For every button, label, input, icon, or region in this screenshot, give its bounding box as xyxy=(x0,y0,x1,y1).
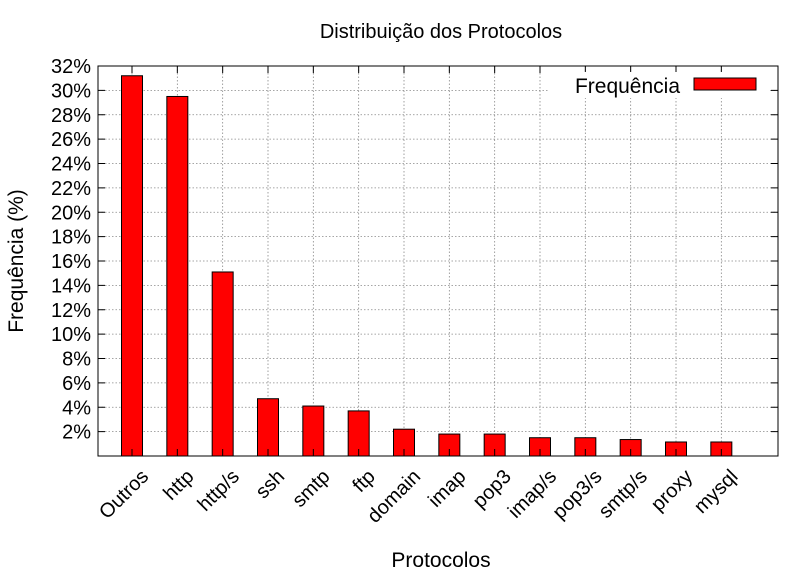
y-tick-label: 22% xyxy=(51,178,91,200)
chart-title: Distribuição dos Protocolos xyxy=(320,21,562,43)
legend-label: Frequência xyxy=(575,75,680,98)
y-tick-label: 4% xyxy=(62,397,91,419)
legend: Frequência xyxy=(548,72,768,98)
x-tick-label: pop3/s xyxy=(548,466,606,524)
x-tick-label: mysql xyxy=(690,466,742,518)
x-tick-label: smtp xyxy=(288,466,334,512)
bar-http xyxy=(166,95,189,457)
y-tick-label: 32% xyxy=(51,56,91,78)
bar-http-s xyxy=(211,271,234,457)
y-tick-label: 10% xyxy=(51,324,91,346)
y-tick-label: 26% xyxy=(51,129,91,151)
x-tick-label: http/s xyxy=(194,466,244,516)
grid xyxy=(98,65,778,456)
bar-ssh xyxy=(257,398,279,457)
x-tick-label: ssh xyxy=(252,466,290,504)
y-tick-label: 14% xyxy=(51,275,91,297)
x-tick-label: smtp/s xyxy=(595,466,652,523)
x-tick-label: http xyxy=(159,466,198,505)
y-tick-label: 8% xyxy=(62,349,91,371)
bars xyxy=(121,75,733,457)
x-tick-label: imap/s xyxy=(504,466,561,523)
y-tick-label: 20% xyxy=(51,202,91,224)
y-axis-tick-labels: 2% 4%6%8% 10%12% 14%16%18% 20%22%24% 26%28% 30… xyxy=(51,56,91,444)
axis-ticks xyxy=(98,65,778,456)
x-tick-label: proxy xyxy=(647,466,697,516)
x-tick-label: ftp xyxy=(349,466,380,497)
y-tick-label: 6% xyxy=(62,373,91,395)
x-tick-label: imap xyxy=(424,466,470,512)
x-tick-label: Outros xyxy=(95,466,153,524)
legend-swatch xyxy=(693,77,757,91)
y-tick-label: 12% xyxy=(51,300,91,322)
y-tick-label: 28% xyxy=(51,105,91,127)
x-axis-label: Protocolos xyxy=(391,549,490,572)
y-tick-label: 2% xyxy=(62,422,91,444)
y-tick-label: 16% xyxy=(51,251,91,273)
bar-smtp xyxy=(302,405,325,457)
y-tick-label: 30% xyxy=(51,80,91,102)
y-tick-label: 24% xyxy=(51,154,91,176)
bar-outros xyxy=(121,75,143,457)
y-axis-label: Frequência (%) xyxy=(5,189,28,333)
y-tick-label: 18% xyxy=(51,227,91,249)
